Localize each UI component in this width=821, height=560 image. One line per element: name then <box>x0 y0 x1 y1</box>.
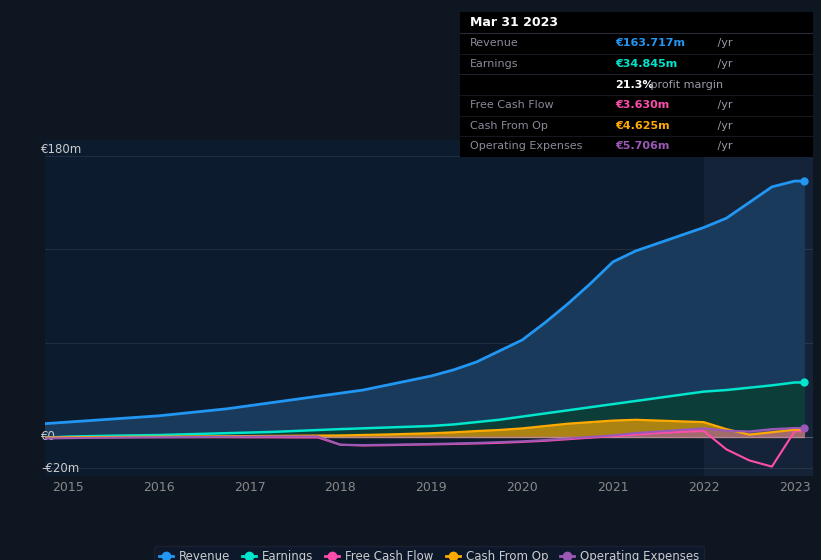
Text: /yr: /yr <box>714 38 732 48</box>
Text: -€20m: -€20m <box>41 461 80 475</box>
Text: €163.717m: €163.717m <box>615 38 685 48</box>
Text: /yr: /yr <box>714 100 732 110</box>
Text: Cash From Op: Cash From Op <box>470 121 548 131</box>
Text: Mar 31 2023: Mar 31 2023 <box>470 16 558 29</box>
Bar <box>704 140 813 476</box>
Text: €5.706m: €5.706m <box>615 142 669 152</box>
Text: Earnings: Earnings <box>470 59 519 69</box>
Text: €0: €0 <box>41 431 56 444</box>
Text: /yr: /yr <box>714 121 732 131</box>
Text: /yr: /yr <box>714 142 732 152</box>
Text: Free Cash Flow: Free Cash Flow <box>470 100 554 110</box>
Text: 21.3%: 21.3% <box>615 80 654 90</box>
Text: Operating Expenses: Operating Expenses <box>470 142 583 152</box>
Text: /yr: /yr <box>714 59 732 69</box>
Text: €180m: €180m <box>41 143 83 156</box>
Legend: Revenue, Earnings, Free Cash Flow, Cash From Op, Operating Expenses: Revenue, Earnings, Free Cash Flow, Cash … <box>154 546 704 560</box>
Text: Revenue: Revenue <box>470 38 519 48</box>
Text: €4.625m: €4.625m <box>615 121 670 131</box>
Text: profit margin: profit margin <box>647 80 723 90</box>
Text: €34.845m: €34.845m <box>615 59 677 69</box>
Text: €3.630m: €3.630m <box>615 100 669 110</box>
